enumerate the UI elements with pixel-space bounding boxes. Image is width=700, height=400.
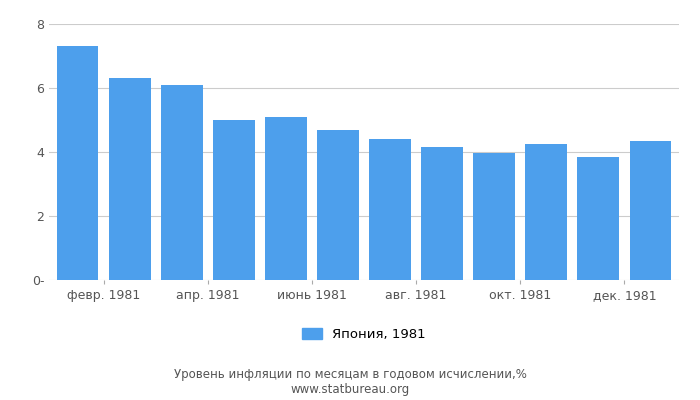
Bar [369,139,411,280]
Text: Уровень инфляции по месяцам в годовом исчислении,%: Уровень инфляции по месяцам в годовом ис… [174,368,526,381]
Bar [265,117,307,280]
Bar [526,144,567,280]
Bar [161,85,202,280]
Text: www.statbureau.org: www.statbureau.org [290,383,410,396]
Bar [578,157,619,280]
Bar [109,78,150,280]
Legend: Япония, 1981: Япония, 1981 [302,328,426,341]
Bar [473,153,515,280]
Bar [629,141,671,280]
Bar [213,120,255,280]
Bar [421,147,463,280]
Bar [57,46,99,280]
Bar [317,130,359,280]
